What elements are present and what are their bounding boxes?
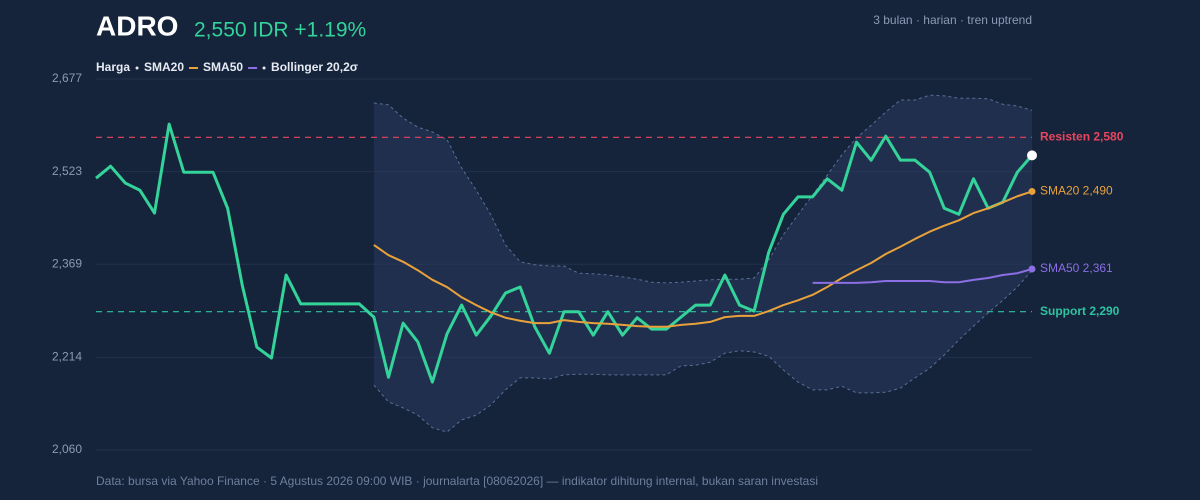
chart-title: ADRO [96, 10, 178, 41]
y-tick-label: 2,369 [52, 256, 82, 270]
subtitle: 2,550 IDR +1.19% [194, 19, 366, 42]
legend: Harga SMA20 SMA50 Bollinger 20,2σ [96, 60, 358, 74]
legend-label: Bollinger 20,2σ [271, 60, 358, 74]
level-label: Support 2,290 [1040, 304, 1120, 318]
legend-separator [135, 66, 139, 70]
source: Data: bursa via Yahoo Finance · 5 Agustu… [96, 474, 818, 488]
legend-separator [262, 66, 266, 70]
end-label: SMA20 2,490 [1040, 184, 1113, 198]
end-label: SMA50 2,361 [1040, 261, 1113, 275]
legend-label: SMA50 [203, 60, 243, 74]
end-dot [1028, 187, 1036, 195]
y-tick-label: 2,060 [52, 442, 82, 456]
y-tick-label: 2,214 [52, 350, 82, 364]
bollinger-upper [373, 94, 1033, 284]
series-line [95, 122, 1034, 384]
end-dot [1028, 265, 1036, 273]
end-dot [1027, 150, 1037, 161]
level-label: Resisten 2,580 [1040, 129, 1124, 143]
series-line [812, 268, 1033, 284]
bollinger-lower [373, 269, 1033, 433]
y-tick-label: 2,523 [52, 164, 82, 178]
legend-label: SMA20 [144, 60, 184, 74]
note: 3 bulan · harian · tren uptrend [873, 13, 1032, 27]
series-line [373, 190, 1033, 328]
bollinger-band [373, 95, 1032, 432]
legend-label: Harga [96, 60, 130, 74]
y-tick-label: 2,677 [52, 71, 82, 85]
